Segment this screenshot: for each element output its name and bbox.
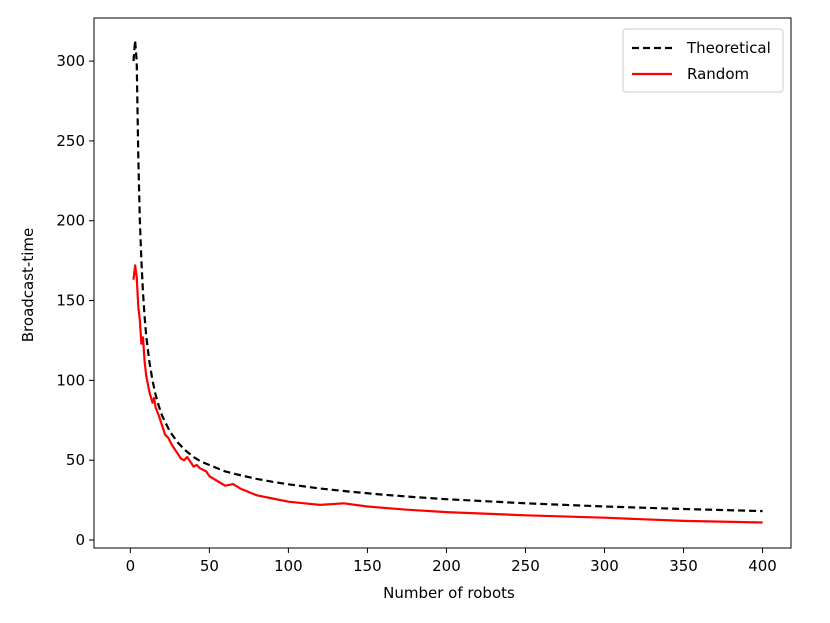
x-tick-label: 400 [748, 557, 777, 575]
x-axis-title: Number of robots [383, 584, 515, 602]
y-tick-label: 50 [66, 451, 85, 469]
plot-lines [132, 39, 763, 524]
x-tick-label: 150 [353, 557, 382, 575]
x-tick-label: 0 [126, 557, 136, 575]
y-tick-label: 0 [75, 531, 85, 549]
series-line-random [132, 264, 763, 524]
x-tick-label: 250 [511, 557, 540, 575]
y-tick-label: 100 [56, 371, 85, 389]
x-tick-label: 100 [274, 557, 303, 575]
y-axis-ticks: 0 50 100 150 200 250 300 [56, 52, 94, 549]
series-line-theoretical [132, 39, 763, 513]
x-tick-label: 300 [590, 557, 619, 575]
x-tick-label: 200 [432, 557, 461, 575]
y-tick-label: 300 [56, 52, 85, 70]
legend-label-random: Random [687, 65, 749, 83]
y-tick-label: 250 [56, 132, 85, 150]
y-tick-label: 200 [56, 212, 85, 230]
legend-label-theoretical: Theoretical [686, 39, 771, 57]
x-tick-label: 350 [669, 557, 698, 575]
legend-box [622, 28, 784, 93]
y-tick-label: 150 [56, 292, 85, 310]
x-axis-ticks: 0 50 100 150 200 250 300 350 400 [126, 548, 777, 575]
x-tick-label: 50 [200, 557, 219, 575]
y-axis-title: Broadcast-time [19, 228, 37, 342]
legend: Theoretical Random [622, 28, 784, 93]
plot-frame [93, 17, 792, 549]
